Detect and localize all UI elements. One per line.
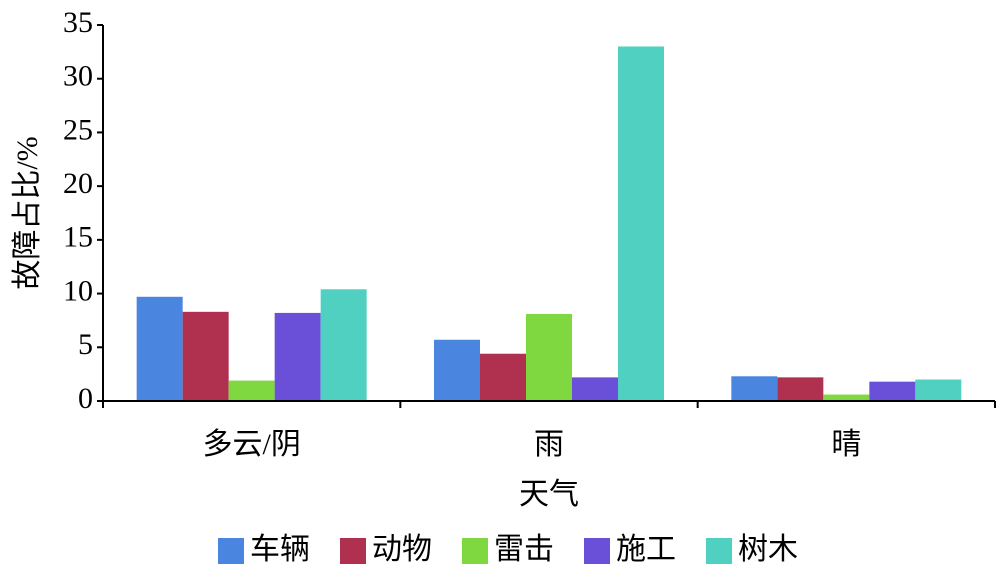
legend-label: 树木 xyxy=(738,533,798,566)
x-tick-label: 多云/阴 xyxy=(202,428,300,461)
y-axis-label: 故障占比/% xyxy=(11,136,44,289)
legend-label: 动物 xyxy=(372,533,432,566)
legend-label: 雷击 xyxy=(494,533,554,566)
bar xyxy=(823,394,870,401)
legend-swatch xyxy=(340,538,366,564)
x-tick-label: 雨 xyxy=(534,428,564,461)
y-tick-label: 15 xyxy=(63,221,93,254)
legend-swatch xyxy=(706,538,732,564)
legend-label: 车辆 xyxy=(250,533,310,566)
bar xyxy=(274,312,321,401)
legend-swatch xyxy=(218,538,244,564)
bar xyxy=(228,380,275,401)
bar xyxy=(434,339,480,401)
y-tick-label: 20 xyxy=(63,167,93,200)
legend-swatch xyxy=(462,538,488,564)
bar xyxy=(731,376,778,401)
bar xyxy=(320,289,367,401)
bar xyxy=(572,377,618,401)
x-tick-label: 晴 xyxy=(831,428,861,461)
y-tick-label: 30 xyxy=(63,60,93,93)
bar xyxy=(136,296,183,401)
y-tick-label: 10 xyxy=(63,274,93,307)
y-tick-label: 25 xyxy=(63,113,93,146)
legend-swatch xyxy=(584,538,610,564)
bar xyxy=(480,353,526,401)
bar xyxy=(915,379,962,401)
bar xyxy=(182,311,229,401)
legend-label: 施工 xyxy=(616,533,676,566)
bar xyxy=(777,377,824,401)
y-tick-label: 5 xyxy=(78,328,93,361)
y-tick-label: 35 xyxy=(63,6,93,39)
bar xyxy=(618,46,664,401)
y-tick-label: 0 xyxy=(78,382,93,415)
x-axis-label: 天气 xyxy=(519,478,579,511)
bar xyxy=(526,313,572,401)
bar xyxy=(869,381,916,401)
